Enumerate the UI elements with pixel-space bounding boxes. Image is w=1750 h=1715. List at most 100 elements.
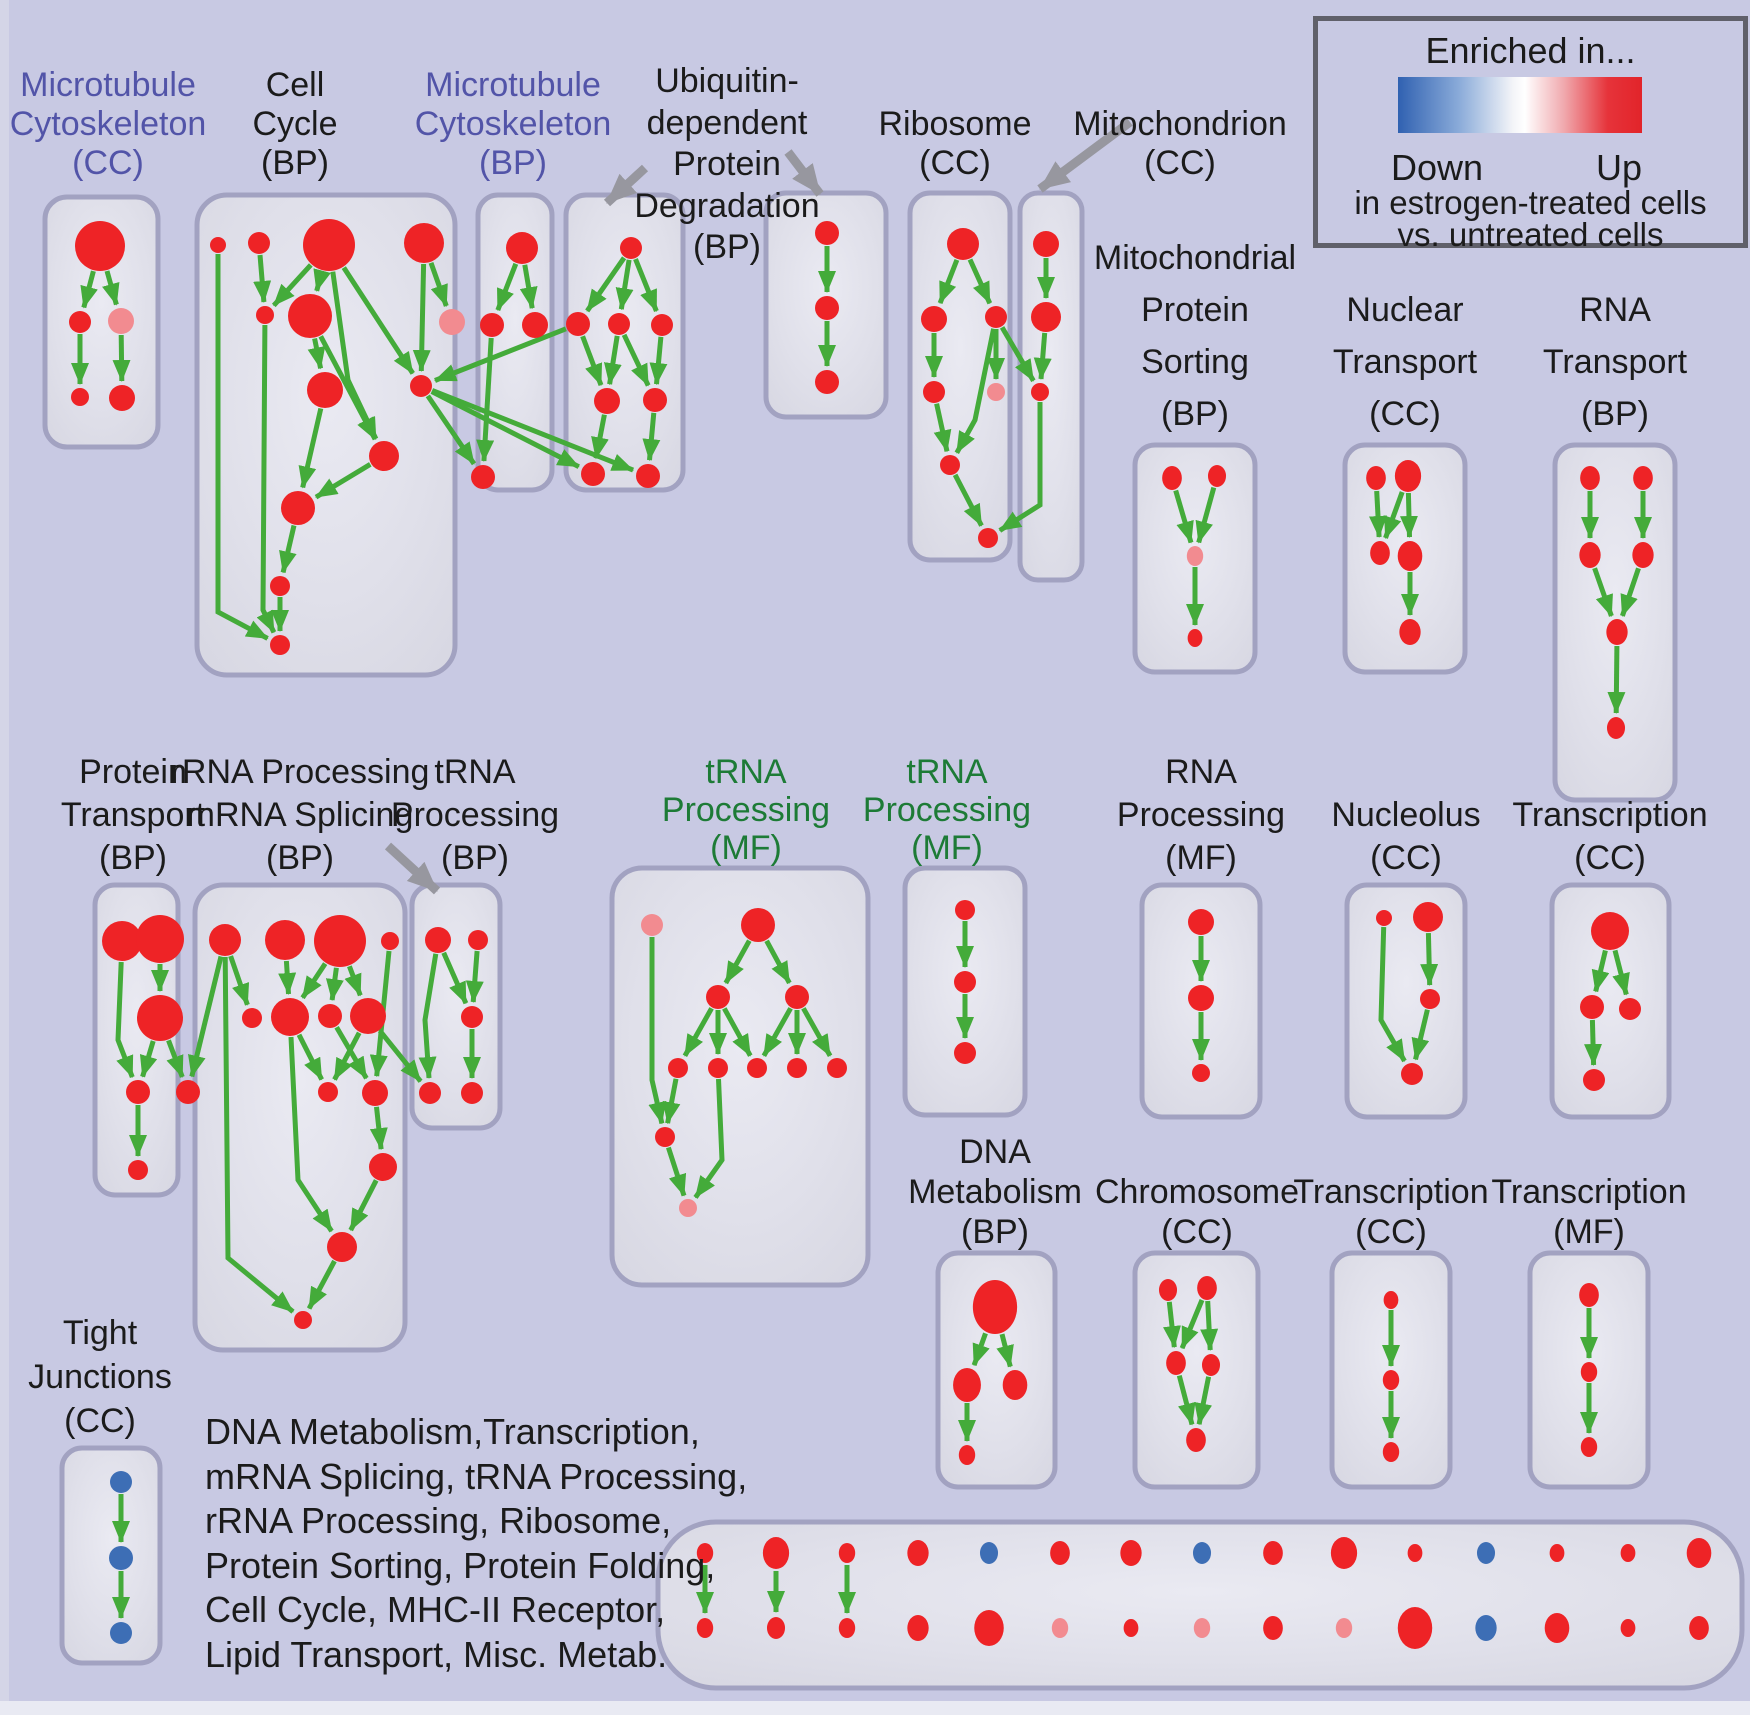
node-misc-top-15	[1686, 1538, 1712, 1568]
edge-ribosome-t-l	[937, 258, 960, 305]
node-mt-bp-r	[522, 312, 548, 338]
cluster-label-mt-cc: Microtubule Cytoskeleton (CC)	[9, 65, 207, 182]
node-mt-cc-b	[69, 311, 91, 333]
node-rrna-d1	[369, 1153, 397, 1181]
node-misc-top-3	[838, 1543, 856, 1563]
node-rrna-t4	[381, 932, 399, 950]
node-trans-mf-c	[1580, 1437, 1598, 1457]
cluster-label-ubiq: Ubiquitin-dependent Protein Degradation (BP…	[634, 62, 820, 267]
node-ubiq-bb	[608, 313, 630, 335]
node-rrna-d2	[327, 1232, 357, 1262]
edge-ribosome-t-r	[967, 258, 993, 305]
legend-subtitle-line2: vs. untreated cells	[1397, 216, 1664, 253]
node-nt-tl	[1366, 466, 1386, 490]
cross-edge-cell-cycle.i-mt-bp.b	[425, 394, 477, 466]
edge-trans-cc-mid-l-b	[1584, 1019, 1603, 1066]
edge-trna-bp-t1-m	[441, 951, 469, 1005]
edge-chrom-t2-m1	[1179, 1299, 1205, 1350]
node-misc-bottom-6	[1051, 1618, 1069, 1638]
edge-mps-tr-md	[1195, 486, 1217, 544]
node-nucleolus-br	[1413, 902, 1443, 932]
edge-rrna-m2-l1	[296, 1033, 324, 1081]
node-misc-bottom-15	[1689, 1616, 1709, 1640]
node-pt-b	[136, 915, 184, 963]
node-misc-bottom-12	[1475, 1615, 1497, 1641]
node-misc-bottom-10	[1335, 1618, 1353, 1638]
node-cell-cycle-m	[270, 635, 290, 655]
node-trna-mf1-c5	[827, 1058, 847, 1078]
legend-down-label: Down	[1390, 147, 1484, 188]
legend-title: Enriched in...	[1425, 30, 1636, 71]
edge-ubiq-bb-e	[621, 333, 651, 387]
node-ribosome-t	[947, 228, 979, 260]
node-misc-bottom-3	[838, 1618, 856, 1638]
edge-mt-cc-a-b	[80, 270, 98, 309]
cluster-label-rrna: rRNA Processing mRNA Splicing (BP)	[170, 752, 430, 877]
edge-dna-t-m2	[996, 1333, 1014, 1368]
node-trna-mf2-a	[955, 900, 975, 920]
edge-ubiq-c-e	[649, 336, 668, 386]
cluster-label-trna-mf2: tRNA Processing (MF)	[862, 753, 1032, 867]
node-rrna-t3	[314, 915, 366, 967]
edge-cell-cycle-f-h	[307, 338, 326, 370]
frame-bottom-strip	[0, 1701, 1750, 1715]
node-trna-mf1-ll	[655, 1127, 675, 1147]
edge-ubiq-t-bb	[615, 259, 634, 311]
node-pt-e	[176, 1080, 200, 1104]
edge-trans-cc-mid-t-r	[1612, 949, 1630, 996]
node-rnat-ml	[1579, 542, 1601, 568]
node-chrom-m2	[1201, 1354, 1221, 1376]
cluster-box-misc-panel	[655, 1519, 1745, 1691]
node-rrna-m3	[318, 1004, 342, 1028]
node-cell-cycle-d	[404, 223, 444, 263]
misc-clusters-text-line-5: Cell Cycle, MHC-II Receptor,	[205, 1589, 666, 1630]
node-rnat-mr	[1632, 542, 1654, 568]
edge-rnat-ml-m	[1592, 567, 1614, 617]
cluster-box-nucleolus	[1344, 882, 1468, 1120]
node-misc-bottom-2	[766, 1617, 786, 1639]
node-trans-cc-mid-b	[1583, 1069, 1605, 1091]
node-misc-bottom-1	[696, 1618, 714, 1638]
node-mt-bp-t	[506, 232, 538, 264]
edge-cell-cycle-b-e	[253, 254, 272, 303]
node-ribosome-m	[940, 455, 960, 475]
cluster-label-rnat: RNA Transport (BP)	[1542, 291, 1688, 433]
arrow-to-mitochondrion-box	[1037, 118, 1133, 193]
edge-rrna-m2-d2	[288, 1036, 334, 1233]
node-ribosome-l2	[923, 381, 945, 403]
node-cell-cycle-g	[439, 309, 465, 335]
edge-cell-cycle-c-f	[313, 268, 331, 292]
edge-ubiq-d-f	[591, 414, 609, 460]
node-ribosome-pk	[987, 383, 1005, 401]
edge-trna-mf1-c2-bp	[693, 1078, 725, 1199]
edge-ubiq-bb-d	[603, 335, 622, 386]
edge-trna-bp-t2-m	[465, 950, 484, 1003]
edge-rrna-t1-m1	[228, 955, 250, 1006]
node-rrna-d3	[294, 1311, 312, 1329]
edge-trna-mf1-t-a	[723, 939, 752, 985]
node-misc-top-1	[696, 1543, 714, 1563]
node-cell-cycle-h	[307, 372, 343, 408]
node-misc-bottom-14	[1620, 1619, 1636, 1637]
node-trna-mf1-t	[741, 908, 775, 942]
node-misc-bottom-4	[907, 1615, 929, 1641]
node-rrna-m4	[350, 998, 386, 1034]
node-ubiq-c	[651, 314, 673, 336]
node-nt-tr	[1394, 460, 1422, 492]
edge-ribosome-m-b	[952, 473, 984, 527]
node-trna-mf1-a	[706, 985, 730, 1009]
cluster-label-cell-cycle: Cell Cycle (BP)	[252, 65, 338, 182]
node-rna-proc-c	[1192, 1064, 1210, 1082]
misc-clusters-text-line-4: Protein Sorting, Protein Folding,	[205, 1544, 716, 1586]
cluster-label-trans-cc-mid: Transcription (CC)	[1512, 795, 1708, 877]
edge-dna-t-m1	[971, 1332, 990, 1367]
edge-cell-cycle-f-j	[318, 335, 378, 441]
node-cell-cycle-e	[256, 306, 274, 324]
node-misc-bottom-5	[974, 1610, 1004, 1646]
cluster-label-mps: Mitochondrial Protein Sorting (BP)	[1093, 239, 1297, 433]
edge-nucleolus-br-m	[1420, 932, 1439, 986]
node-trna-bp-t1	[425, 927, 451, 953]
node-chrom-b	[1186, 1428, 1206, 1452]
cross-edge-ubiq.a-cell-cycle.i	[434, 326, 567, 383]
edge-ubiq-a-d	[580, 335, 604, 387]
